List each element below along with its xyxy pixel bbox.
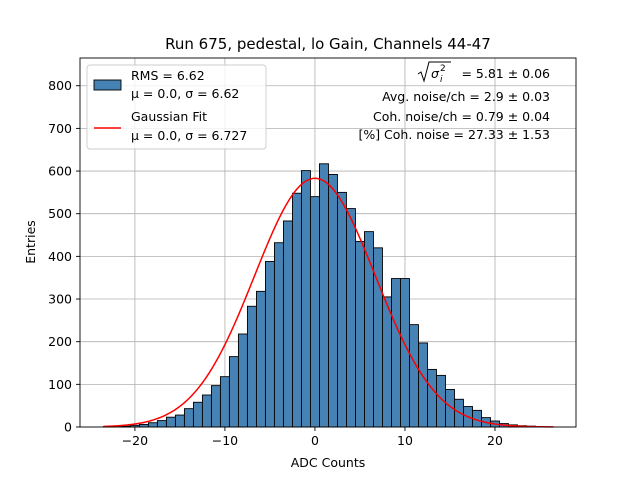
sqrt-sigma-formula: σ i 2 (417, 61, 451, 85)
histogram-bar (318, 163, 329, 428)
histogram-bar (147, 422, 158, 428)
histogram-bar (391, 278, 401, 428)
legend-hist-line1: RMS = 6.62 (131, 68, 205, 83)
histogram-bars (102, 163, 545, 428)
histogram-bar (309, 196, 320, 428)
plot-frame (79, 57, 577, 428)
y-tick-label: 100 (48, 377, 72, 392)
legend-fit-line1: Gaussian Fit (131, 109, 207, 124)
sigma-superscript: 2 (440, 64, 446, 74)
histogram-bar (291, 192, 302, 428)
chart-title: Run 675, pedestal, lo Gain, Channels 44-… (165, 35, 491, 53)
y-tick-label: 700 (48, 121, 72, 136)
histogram-bar (156, 420, 167, 428)
histogram-bar (255, 290, 266, 428)
histogram-bar (355, 240, 365, 428)
annotation-avg-noise: Avg. noise/ch = 2.9 ± 0.03 (382, 89, 550, 104)
legend-hist-swatch (93, 79, 122, 91)
histogram-bar (174, 414, 185, 428)
annotation-coh-noise: Coh. noise/ch = 0.79 ± 0.04 (373, 109, 550, 124)
histogram-bar (409, 324, 419, 428)
histogram-bar (264, 261, 275, 428)
histogram-bar (382, 296, 392, 428)
gaussian-fit-curve (103, 177, 554, 428)
histogram-bar (282, 220, 293, 428)
x-tick-label: 10 (397, 433, 413, 448)
histogram-bar (165, 416, 176, 428)
y-tick-label: 200 (48, 334, 72, 349)
histogram-bar (183, 408, 194, 428)
histogram-bar (418, 342, 428, 428)
x-tick-label: −20 (122, 433, 148, 448)
annotation-sqrt-value: = 5.81 ± 0.06 (461, 66, 550, 81)
y-tick-label: 600 (48, 164, 72, 179)
legend-box (86, 64, 267, 150)
histogram-bar (427, 368, 437, 428)
y-tick-label: 800 (48, 78, 72, 93)
x-tick-label: −10 (212, 433, 238, 448)
stats-annotations: σ i 2 = 5.81 ± 0.06 Avg. noise/ch = 2.9 … (358, 61, 550, 142)
annotation-coh-noise-percent: [%] Coh. noise = 27.33 ± 1.53 (358, 127, 550, 142)
histogram-bar (400, 278, 410, 428)
histogram-bar (210, 385, 221, 428)
sigma-subscript: i (440, 75, 443, 85)
histogram-bar (273, 242, 284, 428)
histogram-bar (219, 376, 230, 428)
histogram-bar (346, 208, 356, 428)
y-tick-label: 400 (48, 249, 72, 264)
x-tick-label: 20 (487, 433, 503, 448)
histogram-bar (228, 356, 239, 428)
legend-fit-line2: μ = 0.0, σ = 6.727 (131, 128, 247, 143)
histogram-bar (192, 401, 203, 428)
histogram-bar (246, 305, 257, 428)
y-axis-label: Entries (23, 220, 38, 264)
sigma-symbol: σ (431, 66, 440, 81)
legend-hist-line2: μ = 0.0, σ = 6.62 (131, 86, 239, 101)
y-tick-label: 0 (64, 420, 72, 435)
histogram-bar (300, 170, 311, 428)
histogram-bar (337, 191, 347, 428)
x-tick-label: 0 (311, 433, 319, 448)
histogram-bar (237, 333, 248, 428)
histogram-bar (328, 174, 338, 428)
sqrt-sign (417, 61, 451, 83)
histogram-bar (201, 394, 212, 428)
legend: RMS = 6.62 μ = 0.0, σ = 6.62 Gaussian Fi… (86, 64, 267, 150)
y-tick-label: 300 (48, 292, 72, 307)
y-tick-label: 500 (48, 206, 72, 221)
x-axis-label: ADC Counts (291, 455, 366, 470)
